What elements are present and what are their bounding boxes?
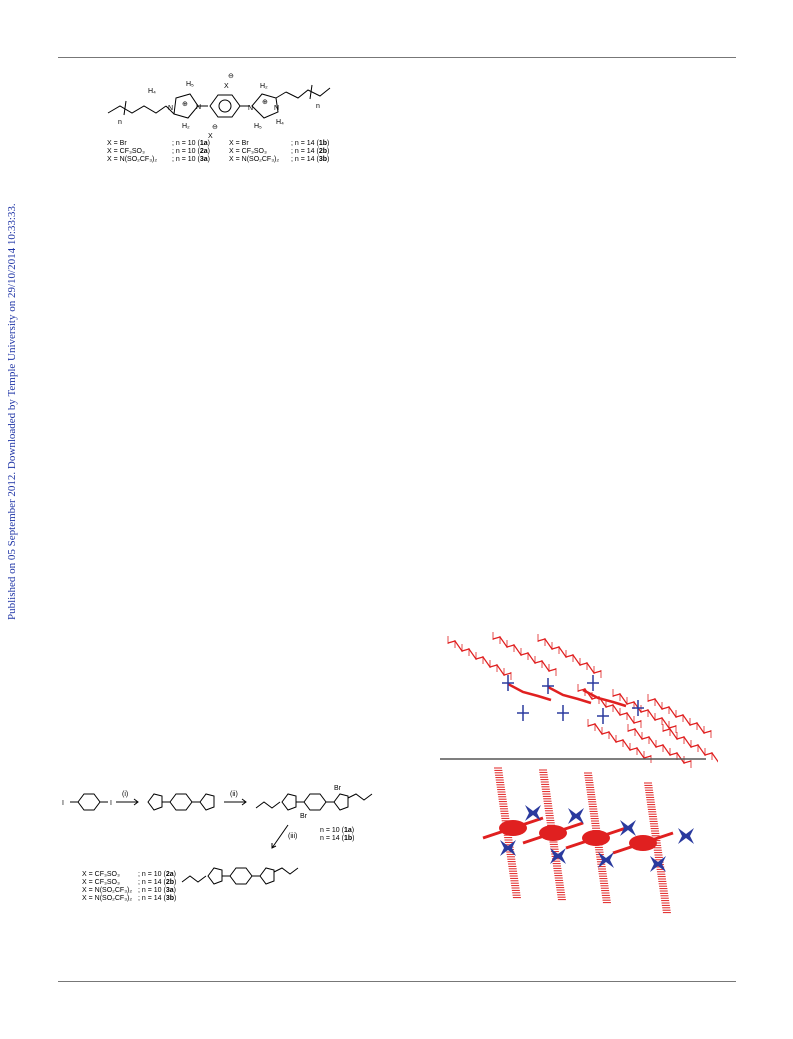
scheme-product-row: X = N(SO₂CF₃)₂; n = 14 (3b) [82, 895, 176, 902]
anion [525, 805, 541, 821]
packing-view-top [447, 632, 718, 768]
alkyl-chain [577, 688, 642, 724]
bromide-label: Br [334, 785, 342, 792]
chart-1-structure: H₄ H₅ H₂ N N ⊕ n ⊖ X ⊖ X N N ⊕ H₂ H₅ H₄ … [107, 73, 331, 140]
x-bottom-label: X [208, 133, 213, 140]
anion [568, 808, 584, 824]
legend-left-row: X = Br; n = 10 (1a) [107, 140, 210, 147]
iodine-right: I [110, 800, 112, 807]
h5-left-label: H₅ [186, 81, 194, 88]
cation-bridge [522, 821, 584, 845]
scheme-product-row: X = N(SO₂CF₃)₂; n = 10 (3a) [82, 887, 176, 894]
h4-left-label: H₄ [148, 88, 156, 95]
legend-right-column: X = Br; n = 14 (1b) X = CF₃SO₃; n = 14 (… [229, 140, 349, 164]
bromide-label-2: Br [300, 813, 308, 820]
cation-core [582, 688, 627, 708]
alkyl-chain [537, 638, 602, 674]
legend-left-column: X = Br; n = 10 (1a) X = CF₃SO₃; n = 10 (… [107, 140, 227, 164]
alkyl-chain [447, 640, 512, 676]
cation-core [507, 682, 552, 702]
n-right-index: n [316, 103, 320, 110]
h2-right-label: H₂ [260, 83, 268, 90]
h2-left-label: H₂ [182, 123, 190, 130]
n-right2-label: N [274, 105, 279, 112]
cation-bridge [565, 826, 627, 850]
packing-view-bottom [482, 767, 694, 914]
alkyl-chain [612, 693, 677, 729]
alkyl-chain [492, 636, 557, 672]
cation-core [547, 685, 592, 705]
cation-bridge [612, 831, 674, 855]
anion [620, 820, 636, 836]
iodine-left: I [62, 800, 64, 807]
legend-right-row: X = Br; n = 14 (1b) [229, 140, 330, 147]
anion-top-symbol: ⊖ [228, 73, 234, 80]
legend-right-row: X = N(SO₂CF₃)₂; n = 14 (3b) [229, 156, 330, 163]
h4-right-label: H₄ [276, 119, 284, 126]
legend-left-row: X = N(SO₂CF₃)₂; n = 10 (3a) [107, 156, 210, 163]
n-right-label: N [248, 105, 253, 112]
n-left-label: N [168, 105, 173, 112]
header-rule [58, 57, 736, 58]
crystal-packing-figure [440, 632, 718, 914]
anion [650, 856, 666, 872]
cation-bridge [482, 816, 544, 840]
n-left-index: n [118, 119, 122, 126]
scheme-1-synthesis: I I (i) (ii) (iii) Br Br n = 10 (1a) n =… [62, 785, 373, 902]
charge-right-symbol: ⊕ [262, 99, 268, 106]
step-ii-label: (ii) [230, 791, 238, 798]
scheme-product-row: X = CF₃SO₃; n = 10 (2a) [82, 871, 176, 878]
alkyl-chain [587, 723, 652, 759]
scheme-n-value: n = 14 (1b) [320, 835, 354, 842]
anion [500, 840, 516, 856]
alkyl-chain [662, 728, 718, 763]
anion [550, 848, 566, 864]
anion-bottom-symbol: ⊖ [212, 124, 218, 131]
scheme-n-value: n = 10 (1a) [320, 827, 354, 834]
charge-left-symbol: ⊕ [182, 101, 188, 108]
step-iii-label: (iii) [288, 833, 297, 840]
legend-left-row: X = CF₃SO₃; n = 10 (2a) [107, 148, 210, 155]
alkyl-chain [647, 698, 712, 734]
scheme-product-row: X = CF₃SO₃; n = 14 (2b) [82, 879, 176, 886]
footer-rule [58, 981, 736, 982]
step-i-label: (i) [122, 791, 128, 798]
download-watermark: Published on 05 September 2012. Download… [6, 203, 18, 620]
x-top-label: X [224, 83, 229, 90]
alkyl-chain [627, 728, 692, 764]
h5-right-label: H₅ [254, 123, 262, 130]
anion [598, 852, 614, 868]
n-left2-label: N [196, 104, 201, 111]
legend-right-row: X = CF₃SO₃; n = 14 (2b) [229, 148, 330, 155]
anion [678, 828, 694, 844]
